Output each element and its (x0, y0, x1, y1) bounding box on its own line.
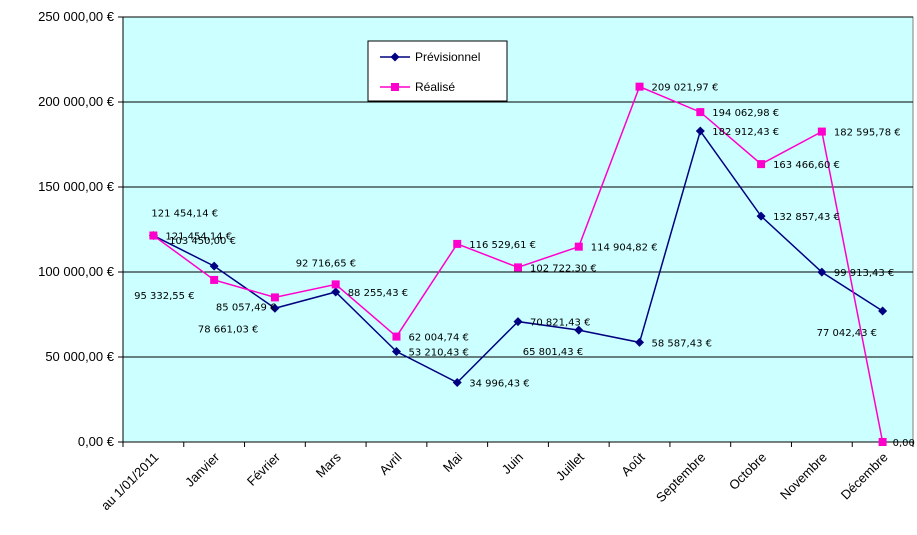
data-point (391, 347, 401, 357)
gridlines (123, 16, 913, 358)
data-label: 88 255,43 € (348, 288, 408, 299)
x-tick-label: Janvier (182, 449, 223, 490)
data-label: 78 661,03 € (198, 324, 258, 335)
data-labels: 121 454,14 €103 450,00 €78 661,03 €88 25… (134, 83, 917, 449)
legend-marker (390, 52, 400, 62)
data-label: 92 716,65 € (296, 258, 356, 269)
data-point (635, 82, 644, 91)
data-label: 34 996,43 € (469, 379, 529, 390)
data-label: 194 062,98 € (712, 108, 779, 119)
legend: Prévisionnel Réalisé (367, 40, 508, 102)
y-tick-label: 250 000,00 € (38, 9, 115, 24)
data-label: 77 042,43 € (817, 328, 877, 339)
x-tick-label: Septembre (653, 450, 709, 506)
data-point (574, 242, 583, 251)
data-point (270, 303, 280, 313)
data-label: 99 913,43 € (834, 268, 894, 279)
series-group (148, 82, 888, 446)
y-tick-label: 150 000,00 € (38, 179, 115, 194)
data-point (635, 337, 645, 347)
x-tick-label: Juin (499, 450, 526, 477)
x-tick-label: Octobre (726, 450, 769, 493)
data-label: 163 466,60 € (773, 160, 840, 171)
data-point (695, 126, 705, 136)
data-label: 0,00 € (893, 438, 917, 449)
data-label: 102 722,30 € (530, 263, 597, 274)
y-axis-ticks: 0,00 € 50 000,00 € 100 000,00 € 150 000,00 … (38, 9, 115, 449)
data-label: 132 857,43 € (773, 212, 840, 223)
data-point (514, 263, 522, 272)
data-label: 121 454,14 € (165, 232, 232, 243)
data-point (696, 108, 705, 117)
x-tick-label: Février (244, 449, 284, 489)
data-point (270, 293, 279, 302)
data-point (209, 261, 219, 271)
data-point (210, 275, 219, 284)
data-label: 103 450,00 € (169, 236, 236, 247)
data-label: 53 210,43 € (408, 348, 468, 359)
legend-label: Prévisionnel (415, 50, 480, 64)
data-label: 70 821,43 € (530, 318, 590, 329)
data-point (392, 332, 401, 341)
x-tick-label: Août (618, 449, 648, 479)
data-label: 121 454,14 € (151, 209, 218, 220)
data-point (513, 317, 523, 327)
data-point (757, 160, 766, 169)
x-tick-label: Juillet (553, 449, 587, 483)
data-point (149, 231, 158, 240)
y-tick-label: 200 000,00 € (38, 94, 115, 109)
x-tick-label: au 1/01/2011 (98, 450, 162, 514)
data-point (331, 287, 341, 297)
data-point (817, 127, 826, 136)
legend-marker (391, 83, 399, 91)
plot-area (122, 16, 914, 443)
data-point (574, 325, 584, 335)
data-label: 182 595,78 € (834, 128, 901, 139)
x-tick-label: Mai (440, 449, 465, 474)
data-label: 58 587,43 € (652, 338, 712, 349)
data-point (878, 438, 887, 446)
data-label: 114 904,82 € (591, 243, 658, 254)
y-tick-label: 50 000,00 € (45, 349, 114, 364)
data-label: 62 004,74 € (408, 333, 468, 344)
data-point (452, 378, 462, 388)
data-point (878, 306, 888, 316)
data-label: 85 057,49 € (216, 302, 276, 313)
data-label: 95 332,55 € (134, 291, 194, 302)
x-tick-label: Avril (376, 449, 404, 477)
data-label: 209 021,97 € (652, 83, 719, 94)
data-label: 116 529,61 € (469, 240, 536, 251)
data-point (817, 267, 827, 277)
data-label: 182 912,43 € (712, 127, 779, 138)
axes (118, 16, 914, 447)
x-tick-label: Mars (313, 449, 344, 480)
data-point (331, 280, 340, 289)
data-point (453, 239, 462, 248)
data-label: 65 801,43 € (523, 347, 583, 358)
x-tick-label: Novembre (777, 450, 830, 503)
x-tick-label: Décembre (838, 450, 891, 503)
y-tick-label: 100 000,00 € (38, 264, 115, 279)
data-point (756, 211, 766, 221)
y-tick-label: 0,00 € (78, 434, 115, 449)
x-axis-ticks: au 1/01/2011 Janvier Février Mars Avril Mai Ju… (98, 449, 891, 513)
legend-label: Réalisé (415, 80, 455, 94)
